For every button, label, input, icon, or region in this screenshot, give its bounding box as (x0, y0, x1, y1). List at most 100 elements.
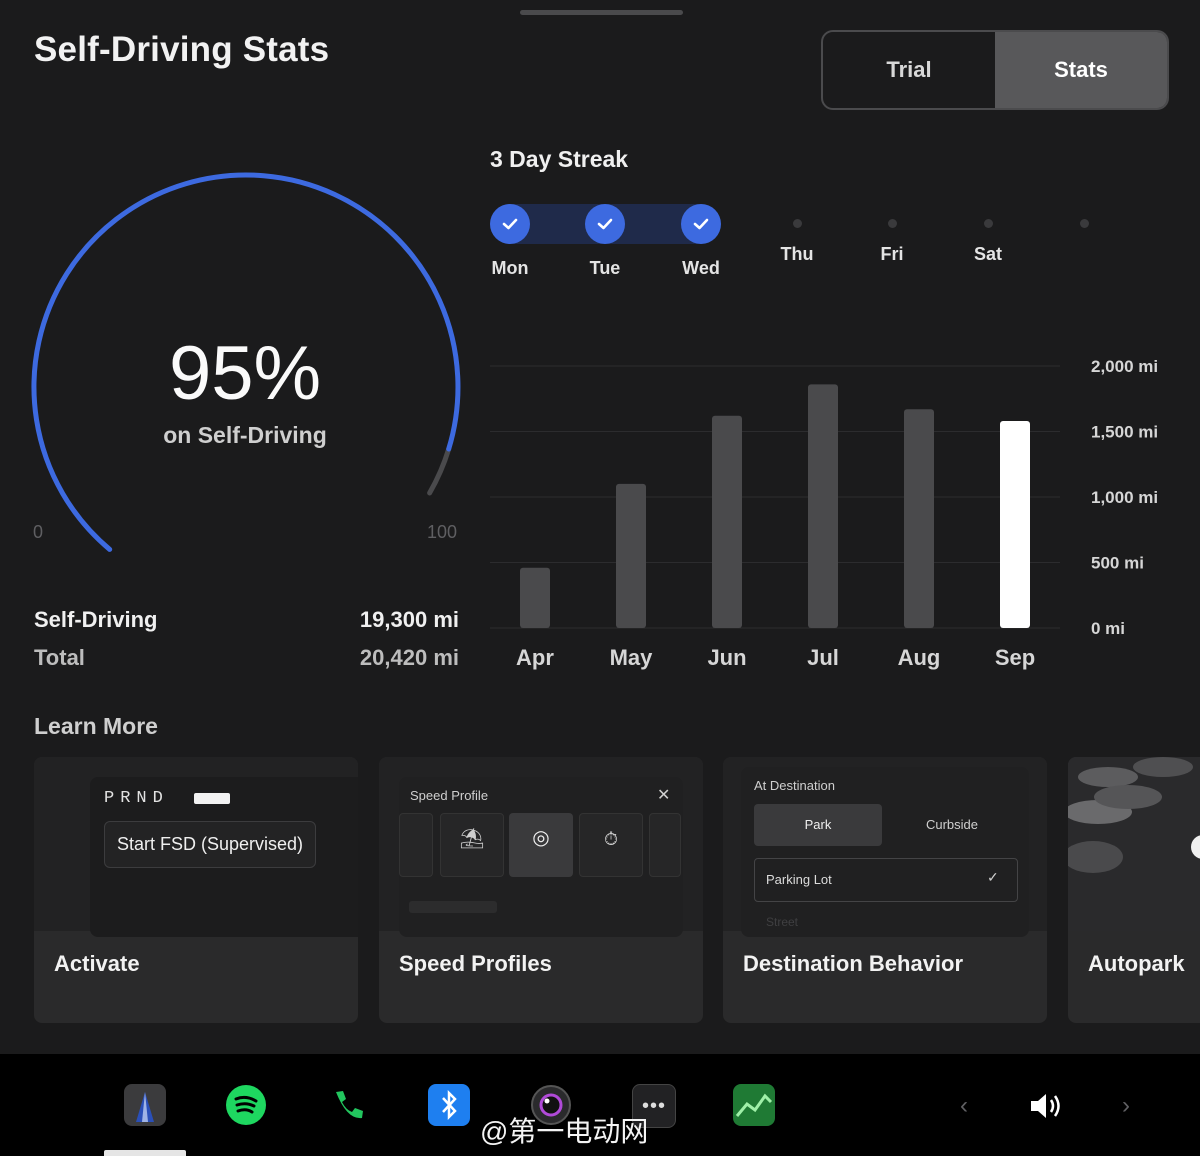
card-autopark[interactable]: Autopark (1068, 757, 1200, 1023)
x-tick-label: Aug (898, 645, 941, 670)
chevron-left-icon[interactable]: ‹ (960, 1092, 968, 1119)
bar-jun[interactable] (712, 415, 742, 628)
bar-sep[interactable] (1000, 421, 1030, 628)
gauge-subtitle: on Self-Driving (163, 422, 327, 448)
card-caption: Autopark (1088, 951, 1185, 976)
self-driving-percent: 95% (168, 331, 322, 416)
navigation-icon[interactable] (124, 1084, 166, 1126)
check-icon (490, 204, 530, 244)
street-option-faded: Street (766, 915, 799, 929)
gauge-max-label: 100 (427, 522, 458, 542)
trial-stats-toggle[interactable]: Trial Stats (821, 30, 1169, 110)
card-activate[interactable]: PRND Start FSD (Supervised) Activate (34, 757, 358, 1023)
streak-day-tue: Tue (565, 204, 645, 279)
day-label: Fri (880, 244, 904, 264)
destination-panel (741, 767, 1029, 937)
y-tick-label: 1,000 mi (1091, 488, 1158, 507)
day-dot (792, 219, 802, 228)
learn-more-title: Learn More (34, 713, 158, 739)
chevron-right-icon[interactable]: › (1122, 1092, 1130, 1119)
streak-day-fri: Fri (852, 204, 932, 265)
card-caption: Destination Behavior (743, 951, 964, 976)
bar-may[interactable] (616, 483, 646, 628)
camera-icon[interactable] (530, 1084, 572, 1126)
at-destination-title: At Destination (754, 778, 835, 793)
self-driving-value: 19,300 mi (359, 607, 459, 632)
day-dot (887, 219, 897, 228)
check-icon (681, 204, 721, 244)
day-sun-faded (1044, 204, 1124, 244)
gauge-min-label: 0 (33, 522, 44, 542)
prnd-indicator: PRND (104, 789, 169, 808)
check-icon (585, 204, 625, 244)
bar-jul[interactable] (808, 384, 838, 628)
bar-aug[interactable] (904, 409, 934, 628)
close-icon: ✕ (657, 787, 671, 804)
autopark-thumbnail (1068, 757, 1200, 931)
self-driving-gauge (31, 172, 461, 552)
stocks-icon[interactable] (733, 1084, 775, 1126)
card-caption: Activate (54, 951, 140, 976)
bluetooth-icon[interactable] (428, 1084, 470, 1126)
card-destination-behavior[interactable]: At Destination Park Curbside Parking Lot… (723, 757, 1047, 1023)
curbside-tab: Curbside (925, 817, 979, 832)
watermark: @第一电动网 (480, 1116, 649, 1147)
active-app-indicator (104, 1150, 186, 1156)
total-distance-row: Total 20,420 mi (34, 645, 459, 671)
check-icon: ✓ (987, 869, 999, 885)
phone-icon[interactable] (327, 1084, 369, 1126)
standard-profile-icon: ◎ (509, 813, 573, 877)
bar-apr[interactable] (520, 567, 550, 628)
page-title: Self-Driving Stats (34, 30, 330, 69)
streak-title: 3 Day Streak (490, 146, 629, 172)
self-driving-distance-row: Self-Driving 19,300 mi (34, 607, 459, 633)
gauge-fill (31, 172, 461, 552)
tab-stats[interactable]: Stats (995, 32, 1167, 108)
total-value: 20,420 mi (359, 645, 459, 670)
spotify-icon[interactable] (225, 1084, 267, 1126)
park-tab: Park (754, 804, 882, 846)
day-label: Wed (682, 258, 720, 278)
x-tick-label: Jul (807, 645, 839, 670)
streak-day-wed: Wed (661, 204, 741, 279)
day-label: Tue (589, 258, 621, 278)
chill-profile-icon: ⛱ (440, 813, 504, 877)
x-tick-label: May (610, 645, 654, 670)
tab-trial[interactable]: Trial (886, 57, 932, 82)
day-dot (1079, 219, 1089, 228)
parking-lot-label: Parking Lot (766, 872, 832, 887)
profile-option (649, 813, 681, 877)
start-fsd-button: Start FSD (Supervised) (104, 821, 317, 868)
x-tick-label: Apr (516, 645, 554, 670)
speed-profiles-thumbnail: Speed Profile ✕ ⛱ ◎ ⏱ (379, 757, 703, 937)
y-tick-label: 2,000 mi (1091, 357, 1158, 376)
y-tick-label: 0 mi (1091, 619, 1125, 638)
day-dot (983, 219, 993, 228)
streak-day-mon: Mon (470, 204, 550, 279)
x-tick-label: Sep (995, 645, 1035, 670)
day-label: Sat (973, 244, 1002, 264)
parking-lot-option (754, 858, 1018, 902)
y-tick-label: 1,500 mi (1091, 423, 1158, 442)
self-driving-label: Self-Driving (34, 607, 158, 632)
gear-indicator-bar (194, 793, 230, 804)
card-caption: Speed Profiles (399, 951, 552, 976)
gauge-track (427, 446, 452, 496)
profile-option (399, 813, 433, 877)
day-label: Thu (780, 244, 814, 264)
more-apps-icon[interactable]: ••• (632, 1084, 676, 1128)
card-speed-profiles[interactable]: Speed Profile ✕ ⛱ ◎ ⏱ Speed Profiles (379, 757, 703, 1023)
volume-icon[interactable] (1028, 1090, 1068, 1127)
activate-thumbnail: PRND Start FSD (Supervised) (34, 757, 358, 937)
drag-handle[interactable] (520, 10, 683, 15)
y-tick-label: 500 mi (1091, 554, 1144, 573)
destination-thumbnail: At Destination Park Curbside Parking Lot… (723, 757, 1047, 937)
monthly-mileage-chart: 0 mi 500 mi 1,000 mi 1,500 mi 2,000 mi Apr May… (490, 357, 1158, 670)
x-tick-label: Jun (707, 645, 746, 670)
streak-day-thu: Thu (757, 204, 837, 265)
placeholder-bar (409, 901, 497, 913)
speed-profile-title: Speed Profile (410, 788, 489, 803)
day-label: Mon (491, 258, 529, 278)
taskbar (0, 1054, 1200, 1156)
parking-lot-image (1068, 757, 1200, 931)
